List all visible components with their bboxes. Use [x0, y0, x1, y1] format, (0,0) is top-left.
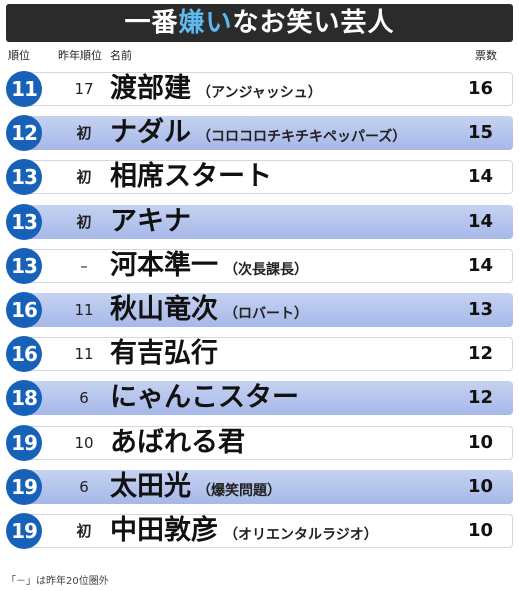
row-background [24, 337, 513, 372]
comedian-name: ナダル [110, 117, 191, 149]
previous-rank: 初 [76, 124, 92, 143]
comedian-name-cell: 相席スタート [110, 158, 278, 196]
table-row: 13 初アキナ 14 [6, 203, 513, 241]
comedian-name-cell: 河本準一 （次長課長） [110, 247, 308, 285]
table-row: 13 初相席スタート 14 [6, 158, 513, 196]
comedian-name-cell: 秋山竜次 （ロバート） [110, 291, 308, 329]
page-title: 一番嫌いなお笑い芸人 [6, 4, 513, 42]
comedian-name-cell: 有吉弘行 [110, 335, 224, 373]
rank-badge: 16 [6, 292, 42, 328]
row-background [24, 514, 513, 548]
table-row: 19 6 太田光 （爆笑問題） 10 [6, 468, 513, 506]
comedian-group: （コロコロチキチキペッパーズ） [197, 129, 407, 146]
comedian-name-cell: 中田敦彦 （オリエンタルラジオ） [110, 512, 378, 550]
comedian-name-cell: にゃんこスター [110, 379, 305, 417]
table-row: 19 初中田敦彦 （オリエンタルラジオ） 10 [6, 512, 513, 550]
header-votes: 票数 [475, 49, 497, 62]
vote-count: 13 [467, 299, 493, 320]
previous-rank: – [80, 256, 88, 275]
comedian-name: 秋山竜次 [110, 294, 218, 325]
previous-rank: 6 [79, 477, 89, 496]
header-prev: 昨年順位 [58, 49, 102, 62]
previous-rank: 初 [76, 168, 92, 187]
comedian-group: （アンジャッシュ） [197, 85, 322, 101]
comedian-name: 相席スタート [110, 161, 272, 193]
table-row: 16 11 秋山竜次 （ロバート） 13 [6, 291, 513, 329]
rank-badge: 19 [6, 424, 42, 461]
comedian-group: （次長課長） [224, 261, 308, 278]
vote-count: 10 [467, 520, 493, 541]
row-background [24, 293, 513, 327]
row-background [24, 248, 513, 283]
title-bar: 一番嫌いなお笑い芸人 [6, 4, 513, 42]
row-background [24, 425, 513, 460]
table-row: 13 – 河本準一 （次長課長） 14 [6, 247, 513, 285]
vote-count: 15 [467, 122, 493, 144]
previous-rank: 10 [74, 433, 94, 452]
comedian-name: 太田光 [110, 470, 191, 502]
comedian-name-cell: ナダル （コロコロチキチキペッパーズ） [110, 114, 406, 152]
rank-badge: 19 [6, 468, 42, 505]
row-background [24, 160, 513, 195]
comedian-name: あばれる君 [110, 426, 245, 458]
comedian-name: 河本準一 [110, 249, 218, 281]
rank-badge: 13 [6, 159, 42, 196]
table-row: 19 10 あばれる君 10 [6, 424, 513, 462]
row-background [24, 381, 513, 416]
header-name: 名前 [110, 49, 132, 62]
comedian-name: 中田敦彦 [110, 515, 218, 546]
previous-rank: 11 [74, 301, 94, 319]
vote-count: 14 [467, 254, 493, 276]
comedian-name: アキナ [110, 205, 191, 237]
table-row: 16 11 有吉弘行 12 [6, 335, 513, 373]
rank-badge: 11 [6, 71, 42, 107]
table-row: 11 17 渡部建 （アンジャッシュ） 16 [6, 70, 513, 108]
comedian-name: にゃんこスター [110, 382, 299, 414]
comedian-name-cell: 渡部建 （アンジャッシュ） [110, 70, 322, 108]
table-row: 18 6 にゃんこスター 12 [6, 379, 513, 417]
vote-count: 14 [467, 210, 493, 232]
rank-badge: 16 [6, 336, 42, 373]
vote-count: 10 [467, 475, 493, 497]
previous-rank: 初 [76, 522, 92, 540]
row-background [24, 72, 513, 106]
table-row: 12 初ナダル （コロコロチキチキペッパーズ） 15 [6, 114, 513, 152]
comedian-group: （爆笑問題） [197, 482, 281, 499]
comedian-name: 有吉弘行 [110, 338, 218, 370]
rank-badge: 19 [6, 513, 42, 549]
vote-count: 12 [467, 387, 493, 409]
comedian-group: （オリエンタルラジオ） [224, 527, 378, 543]
previous-rank: 初 [76, 212, 92, 231]
footnote: 「－」は昨年20位圏外 [6, 576, 109, 587]
title-highlight: 嫌い [178, 8, 233, 38]
row-background [24, 204, 513, 239]
comedian-group: （ロバート） [224, 306, 308, 322]
rank-badge: 13 [6, 203, 42, 240]
vote-count: 10 [467, 431, 493, 453]
rank-badge: 13 [6, 247, 42, 284]
rank-badge: 12 [6, 115, 42, 152]
row-background [24, 116, 513, 151]
comedian-name-cell: 太田光 （爆笑問題） [110, 468, 281, 506]
previous-rank: 6 [79, 389, 89, 408]
title-suffix: なお笑い芸人 [232, 8, 395, 38]
vote-count: 12 [467, 343, 493, 365]
vote-count: 14 [467, 166, 493, 188]
vote-count: 16 [467, 78, 493, 99]
header-rank: 順位 [8, 49, 30, 62]
row-background [24, 469, 513, 504]
comedian-name-cell: アキナ [110, 203, 197, 241]
rank-badge: 18 [6, 380, 42, 417]
previous-rank: 11 [74, 345, 94, 364]
previous-rank: 17 [74, 80, 94, 98]
title-prefix: 一番 [124, 8, 179, 38]
comedian-name: 渡部建 [110, 73, 191, 104]
comedian-name-cell: あばれる君 [110, 424, 251, 462]
